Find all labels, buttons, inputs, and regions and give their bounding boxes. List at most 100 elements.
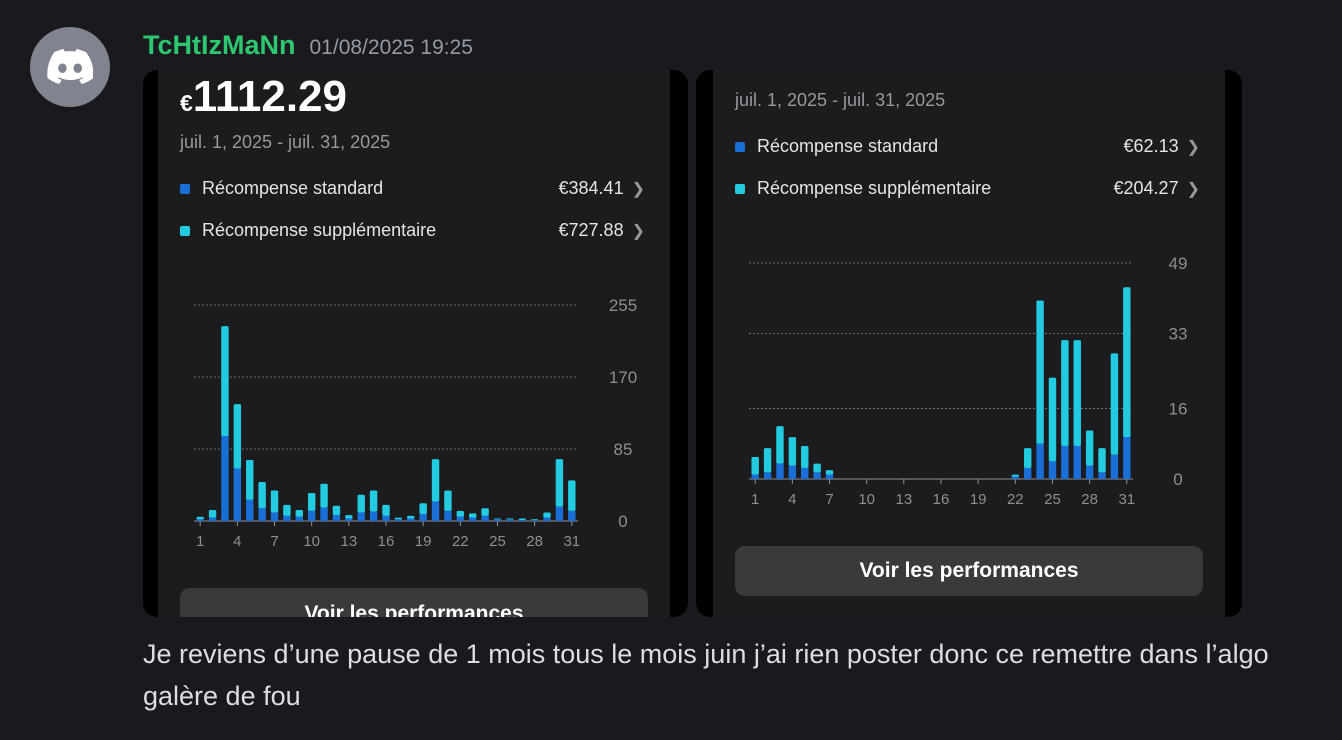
legend-label: Récompense standard [757, 136, 939, 156]
legend-supplementaire[interactable]: Récompense supplémentaire €727.88 ❯ [180, 220, 645, 241]
message-text: Je reviens d’une pause de 1 mois tous le… [143, 639, 1269, 711]
currency-symbol: € [180, 90, 193, 116]
x-tick-label: 7 [825, 491, 833, 508]
bar-supplementaire [382, 504, 390, 516]
bar-standard [568, 510, 576, 521]
earnings-panel: €1112.29 juil. 1, 2025 - juil. 31, 2025 … [158, 70, 670, 617]
chevron-right-icon: ❯ [1186, 138, 1200, 156]
discord-logo-icon [47, 49, 93, 84]
bar-standard [555, 506, 564, 521]
bar-standard [456, 516, 465, 521]
bar-supplementaire [258, 482, 266, 509]
y-tick-label: 16 [1169, 399, 1188, 418]
x-tick-label: 16 [378, 533, 395, 550]
bar-supplementaire [530, 519, 539, 521]
username[interactable]: TcHtIzMaNn [143, 30, 296, 60]
bar-supplementaire [1061, 340, 1069, 446]
legend-swatch-supplementaire [180, 225, 190, 236]
y-tick-label: 33 [1169, 325, 1188, 344]
earnings-bar-chart: 255 170 85 0 1 4 7 10 13 16 19 22 25 28 31 [194, 296, 637, 550]
bar-standard [1098, 472, 1106, 479]
y-tick-label: 49 [1169, 254, 1188, 273]
bar-supplementaire [1123, 287, 1131, 438]
y-tick-label: 0 [1173, 470, 1182, 489]
earnings-panel: juil. 1, 2025 - juil. 31, 2025 Récompens… [713, 70, 1225, 617]
bar-supplementaire [208, 509, 217, 518]
bar-supplementaire [456, 510, 465, 517]
legend-value: €204.27 [1113, 178, 1179, 198]
bar-standard [320, 507, 328, 521]
bar-standard [1048, 461, 1057, 479]
x-tick-label: 1 [751, 491, 759, 508]
x-tick-label: 28 [526, 533, 543, 550]
bar-standard [270, 512, 279, 521]
avatar[interactable] [30, 27, 110, 107]
bar-standard [788, 465, 797, 479]
bar-standard [468, 517, 477, 521]
x-tick-label: 19 [415, 533, 432, 550]
bar-standard [518, 520, 526, 521]
screenshot-attachment-1[interactable]: €1112.29 juil. 1, 2025 - juil. 31, 2025 … [143, 70, 688, 617]
date-range: juil. 1, 2025 - juil. 31, 2025 [180, 132, 391, 152]
x-tick-label: 10 [303, 533, 320, 550]
y-tick-label: 0 [618, 512, 627, 531]
bar-standard [481, 515, 489, 521]
x-tick-label: 25 [1044, 491, 1061, 508]
bar-standard [1036, 443, 1044, 479]
date-range: juil. 1, 2025 - juil. 31, 2025 [735, 90, 946, 110]
legend-label: Récompense standard [202, 178, 384, 198]
legend-label: Récompense supplémentaire [757, 178, 992, 198]
bar-supplementaire [751, 456, 759, 475]
view-performance-button[interactable]: Voir les performances [735, 546, 1203, 596]
bar-supplementaire [493, 518, 502, 520]
bar-supplementaire [283, 504, 291, 516]
bar-standard [1011, 476, 1020, 479]
bar-supplementaire [776, 426, 784, 464]
bar-standard [1110, 454, 1119, 479]
bar-standard [763, 472, 772, 479]
bar-standard [825, 474, 834, 479]
bar-standard [221, 436, 229, 521]
legend-standard[interactable]: Récompense standard €62.13 ❯ [735, 136, 1200, 157]
bar-supplementaire [233, 404, 242, 469]
bar-supplementaire [1023, 448, 1032, 468]
bar-standard [813, 472, 821, 479]
bar-supplementaire [295, 509, 304, 517]
x-tick-label: 4 [233, 533, 241, 550]
bar-standard [1085, 465, 1094, 479]
x-tick-label: 13 [340, 533, 357, 550]
bar-standard [295, 516, 304, 521]
legend-swatch-standard [735, 141, 745, 152]
bar-supplementaire [1110, 353, 1119, 455]
bar-supplementaire [788, 437, 797, 466]
view-performance-button[interactable]: Voir les performances [180, 588, 648, 617]
bar-standard [431, 501, 440, 521]
legend-swatch-standard [180, 183, 190, 194]
legend-value: €62.13 [1123, 136, 1179, 156]
bar-supplementaire [369, 490, 378, 512]
bar-supplementaire [196, 516, 204, 520]
bar-supplementaire [357, 494, 365, 513]
legend-standard[interactable]: Récompense standard €384.41 ❯ [180, 178, 645, 199]
bar-standard [208, 517, 217, 521]
bar-standard [345, 518, 353, 521]
bar-standard [493, 519, 502, 521]
legend-supplementaire[interactable]: Récompense supplémentaire €204.27 ❯ [735, 178, 1200, 199]
x-tick-label: 4 [788, 491, 796, 508]
bar-standard [332, 515, 341, 521]
bar-standard [419, 514, 427, 521]
legend-label: Récompense supplémentaire [202, 220, 437, 240]
bar-standard [530, 520, 539, 521]
bar-supplementaire [221, 326, 229, 437]
bar-supplementaire [555, 459, 564, 507]
message-header: TcHtIzMaNn 01/08/2025 19:25 [143, 30, 473, 61]
timestamp: 01/08/2025 19:25 [309, 36, 474, 59]
bar-standard [1123, 437, 1131, 479]
bar-standard [382, 515, 390, 521]
bar-standard [394, 519, 403, 521]
bar-supplementaire [518, 518, 526, 521]
bar-supplementaire [801, 445, 809, 468]
bar-supplementaire [332, 505, 341, 516]
screenshot-attachment-2[interactable]: juil. 1, 2025 - juil. 31, 2025 Récompens… [696, 70, 1242, 617]
bar-supplementaire [320, 483, 328, 508]
